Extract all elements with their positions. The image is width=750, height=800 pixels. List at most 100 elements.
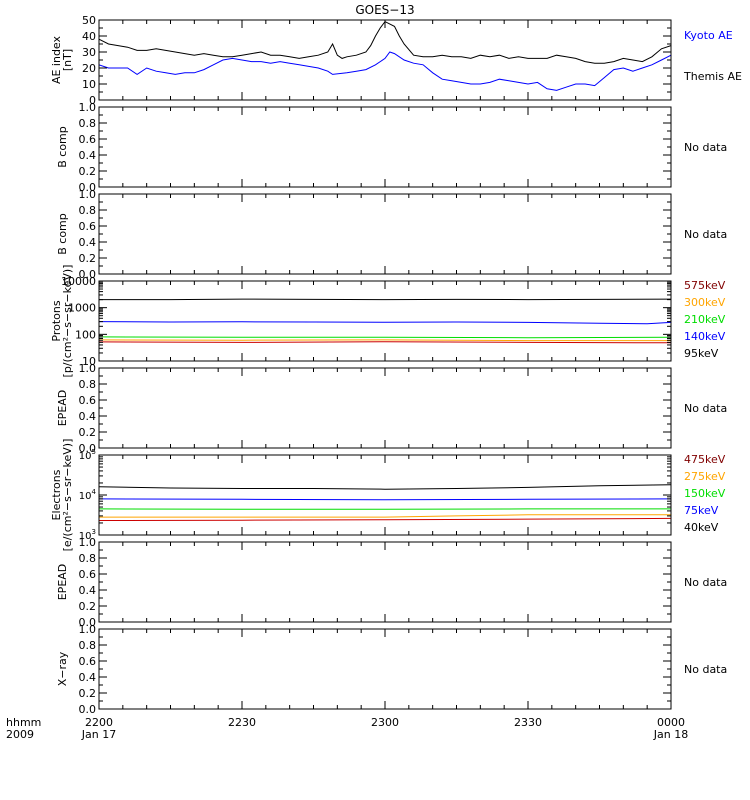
figure-title: GOES−13 bbox=[355, 3, 414, 17]
series-line-ae-0 bbox=[99, 51, 671, 91]
series-group bbox=[99, 20, 671, 91]
legend-entry: 575keV bbox=[684, 279, 726, 292]
y-tick-label: 0.4 bbox=[79, 584, 97, 597]
y-tick-label: 40 bbox=[82, 30, 96, 43]
y-tick-label: 105 bbox=[79, 448, 96, 462]
panel-protons: 10 100 1000 10000 Protons[p/(cm²−s−sr−keV)] 5… bbox=[50, 265, 726, 378]
y-tick-label: 0.4 bbox=[79, 149, 97, 162]
panel-xray: 0.0 0.2 0.4 0.6 0.8 1.0 X−ray No data bbox=[56, 623, 727, 716]
y-tick-label: 10 bbox=[82, 78, 96, 91]
y-tick-label: 0.2 bbox=[79, 600, 97, 613]
legend-entry: 95keV bbox=[684, 347, 719, 360]
y-tick-label: 0.0 bbox=[79, 181, 97, 194]
no-data-label: No data bbox=[684, 576, 727, 589]
legend-entry: Kyoto AE bbox=[684, 29, 733, 42]
y-tick-label: 104 bbox=[79, 488, 97, 502]
y-tick-label: 0.4 bbox=[79, 671, 97, 684]
y-tick-label: 0.6 bbox=[79, 133, 97, 146]
series-line-protons-4 bbox=[99, 341, 671, 344]
y-tick-label: 50 bbox=[82, 14, 96, 27]
panel-stack: 0 10 20 30 40 50 AE index[nT] Kyoto AE Themis AE… bbox=[50, 14, 742, 716]
series-line-electrons-3 bbox=[99, 514, 671, 518]
panel-frame bbox=[98, 19, 672, 101]
legend-entry: 150keV bbox=[684, 487, 726, 500]
y-tick-label: 30 bbox=[82, 46, 96, 59]
y-tick-label: 10000 bbox=[61, 275, 96, 288]
legend-entry: 210keV bbox=[684, 313, 726, 326]
no-data-label: No data bbox=[684, 402, 727, 415]
series-line-protons-2 bbox=[99, 336, 671, 339]
y-tick-label: 0.6 bbox=[79, 394, 97, 407]
panel-frame bbox=[98, 628, 672, 710]
y-tick-label: 1.0 bbox=[79, 188, 97, 201]
panel-frame bbox=[98, 280, 672, 362]
y-tick-label: 0.8 bbox=[79, 117, 97, 130]
time-tick-date: Jan 18 bbox=[653, 728, 688, 741]
y-tick-label: 1.0 bbox=[79, 536, 97, 549]
panel-electrons: 103 104 105 Electrons[e/(cm²−s−sr−keV)] 475k… bbox=[50, 439, 726, 552]
y-tick-label: 0 bbox=[89, 94, 96, 107]
panel-epead1: 0.0 0.2 0.4 0.6 0.8 1.0 EPEAD No data bbox=[56, 362, 727, 455]
y-tick-label: 1.0 bbox=[79, 623, 97, 636]
panel-epead2: 0.0 0.2 0.4 0.6 0.8 1.0 EPEAD No data bbox=[56, 536, 727, 629]
y-tick-label: 1000 bbox=[68, 302, 96, 315]
y-tick-label: 0.0 bbox=[79, 268, 97, 281]
y-axis-label: X−ray bbox=[56, 651, 69, 686]
y-tick-label: 0.6 bbox=[79, 220, 97, 233]
y-tick-label: 0.6 bbox=[79, 655, 97, 668]
time-tick-label: 2330 bbox=[514, 716, 542, 729]
series-line-protons-1 bbox=[99, 321, 671, 325]
y-axis-label: Protons bbox=[50, 300, 63, 341]
y-axis-label: EPEAD bbox=[56, 564, 69, 601]
series-group bbox=[99, 298, 671, 344]
y-axis-label: B comp bbox=[56, 126, 69, 168]
y-tick-label: 0.4 bbox=[79, 236, 97, 249]
series-line-protons-0 bbox=[99, 298, 671, 301]
legend-entry: 275keV bbox=[684, 470, 726, 483]
legend-entry: Themis AE bbox=[683, 70, 742, 83]
legend-entry: 40keV bbox=[684, 521, 719, 534]
no-data-label: No data bbox=[684, 228, 727, 241]
series-group bbox=[99, 484, 671, 521]
time-tick-label: 2230 bbox=[228, 716, 256, 729]
panel-frame bbox=[98, 367, 672, 449]
no-data-label: No data bbox=[684, 663, 727, 676]
y-tick-label: 0.0 bbox=[79, 442, 97, 455]
legend-entry: 300keV bbox=[684, 296, 726, 309]
y-axis-label: [e/(cm²−s−sr−keV)] bbox=[61, 439, 74, 552]
y-tick-label: 0.0 bbox=[79, 616, 97, 629]
no-data-label: No data bbox=[684, 141, 727, 154]
y-tick-label: 0.8 bbox=[79, 552, 97, 565]
time-tick-label: 2200 bbox=[85, 716, 113, 729]
y-tick-label: 0.4 bbox=[79, 410, 97, 423]
panel-bcomp1: 0.0 0.2 0.4 0.6 0.8 1.0 B comp No data bbox=[56, 101, 727, 194]
time-axis-row1-label: hhmm bbox=[6, 716, 41, 729]
y-axis-label: B comp bbox=[56, 213, 69, 255]
y-axis-label: [nT] bbox=[61, 49, 74, 71]
series-line-ae-1 bbox=[99, 20, 671, 64]
y-tick-label: 0.8 bbox=[79, 204, 97, 217]
panel-ae: 0 10 20 30 40 50 AE index[nT] Kyoto AE Themis AE bbox=[50, 14, 742, 107]
y-tick-label: 1.0 bbox=[79, 362, 97, 375]
y-axis-label: Electrons bbox=[50, 469, 63, 520]
time-tick-label: 0000 bbox=[657, 716, 685, 729]
panel-frame bbox=[98, 193, 672, 275]
y-axis-label: [p/(cm²−s−sr−keV)] bbox=[61, 265, 74, 378]
y-tick-label: 0.0 bbox=[79, 703, 97, 716]
panel-frame bbox=[98, 106, 672, 188]
series-line-electrons-4 bbox=[99, 517, 671, 521]
y-tick-label: 0.8 bbox=[79, 378, 97, 391]
series-line-protons-3 bbox=[99, 339, 671, 342]
y-tick-label: 100 bbox=[75, 328, 96, 341]
y-tick-label: 0.2 bbox=[79, 165, 97, 178]
legend-entry: 475keV bbox=[684, 453, 726, 466]
y-tick-label: 1.0 bbox=[79, 101, 97, 114]
panel-bcomp2: 0.0 0.2 0.4 0.6 0.8 1.0 B comp No data bbox=[56, 188, 727, 281]
y-tick-label: 0.8 bbox=[79, 639, 97, 652]
legend-entry: 140keV bbox=[684, 330, 726, 343]
y-axis-label: EPEAD bbox=[56, 390, 69, 427]
y-tick-label: 20 bbox=[82, 62, 96, 75]
series-line-electrons-1 bbox=[99, 498, 671, 501]
